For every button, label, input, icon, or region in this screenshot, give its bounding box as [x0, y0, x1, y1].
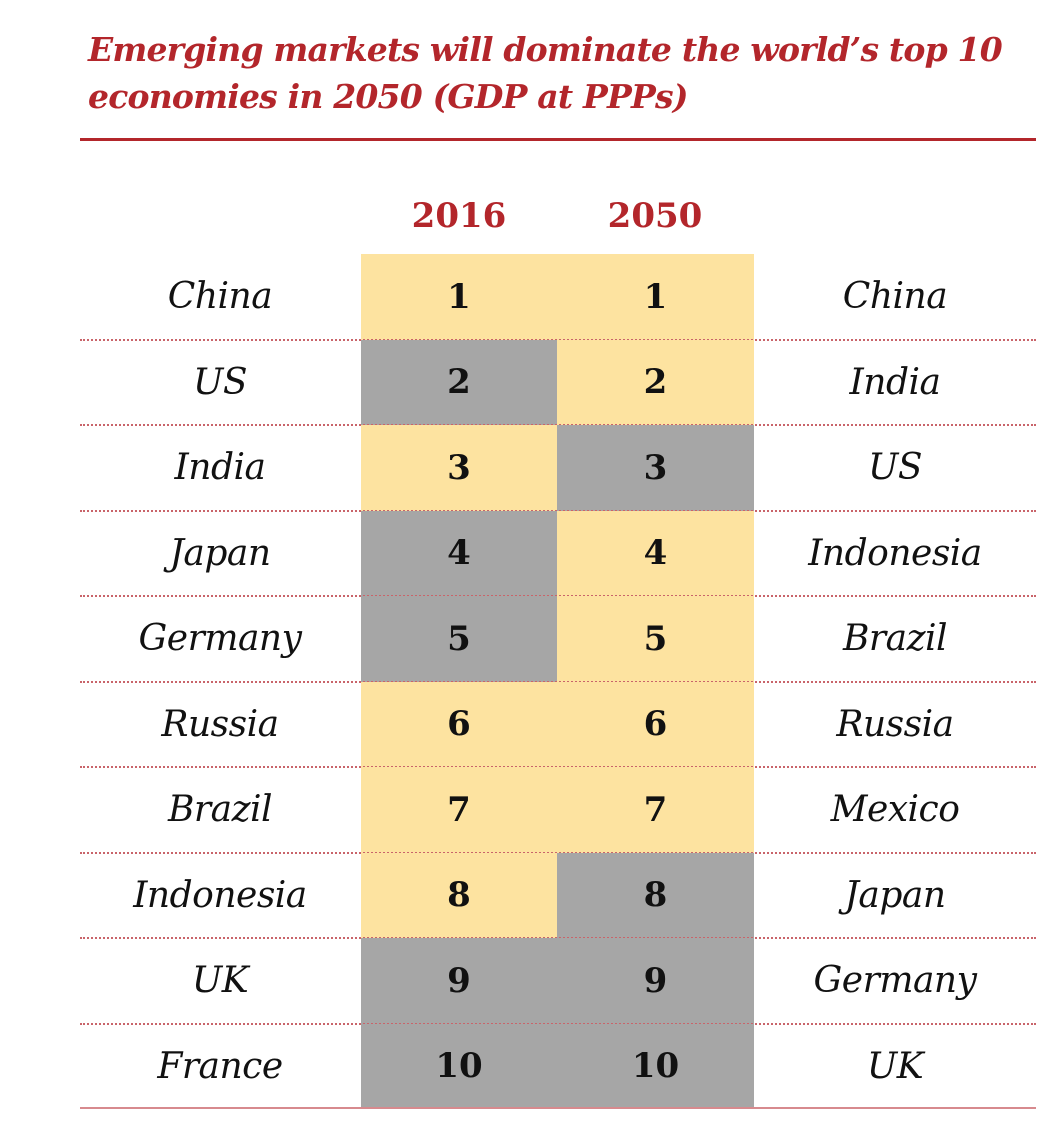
bottom-rule	[80, 1107, 1036, 1109]
rank-2016-cell: 2	[361, 339, 557, 425]
column-header-2016: 2016	[411, 196, 507, 236]
country-2050-label: India	[849, 361, 941, 403]
rank-2016-cell: 10	[361, 1023, 557, 1109]
rank-2016-cell: 8	[361, 852, 557, 938]
rank-2016-cell: 9	[361, 938, 557, 1024]
table-row: Indonesia 8 8 Japan	[80, 852, 1036, 938]
country-2050-label: US	[867, 447, 923, 489]
country-2050-label: Russia	[836, 703, 954, 745]
table-row: France 10 10 UK	[80, 1023, 1036, 1109]
country-2050-label: China	[842, 276, 948, 318]
rank-2016-cell: 5	[361, 596, 557, 682]
rank-2016-cell: 4	[361, 510, 557, 596]
rank-2050-cell: 5	[557, 596, 754, 682]
rank-2050-cell: 10	[557, 1023, 754, 1109]
country-2016-label: UK	[191, 960, 249, 1002]
rank-2050-cell: 9	[557, 938, 754, 1024]
column-header-2050: 2050	[607, 196, 703, 236]
rank-2050-cell: 1	[557, 254, 754, 340]
country-2016-label: India	[174, 447, 266, 489]
country-2016-label: US	[192, 361, 248, 403]
country-2016-label: Germany	[138, 618, 302, 660]
table-row: Germany 5 5 Brazil	[80, 596, 1036, 682]
rank-2050-cell: 2	[557, 339, 754, 425]
title-rule	[80, 138, 1036, 141]
table-row: Japan 4 4 Indonesia	[80, 510, 1036, 596]
rank-2050-cell: 6	[557, 681, 754, 767]
rank-2050-cell: 8	[557, 852, 754, 938]
rank-2050-cell: 4	[557, 510, 754, 596]
country-2016-label: Brazil	[167, 789, 273, 831]
table-row: US 2 2 India	[80, 339, 1036, 425]
table-row: Brazil 7 7 Mexico	[80, 767, 1036, 853]
table-row: UK 9 9 Germany	[80, 938, 1036, 1024]
rank-2016-cell: 7	[361, 767, 557, 853]
country-2016-label: Indonesia	[133, 874, 307, 916]
rank-2016-cell: 6	[361, 681, 557, 767]
table-row: India 3 3 US	[80, 425, 1036, 511]
country-2016-label: Japan	[169, 532, 271, 574]
rank-2016-cell: 3	[361, 425, 557, 511]
chart-title: Emerging markets will dominate the world…	[88, 30, 1003, 116]
country-2050-label: Japan	[844, 874, 946, 916]
rank-2050-cell: 7	[557, 767, 754, 853]
country-2050-label: Indonesia	[808, 532, 982, 574]
country-2050-label: Germany	[813, 960, 977, 1002]
rank-2016-cell: 1	[361, 254, 557, 340]
rank-2050-cell: 3	[557, 425, 754, 511]
country-2016-label: China	[167, 276, 273, 318]
country-2050-label: Mexico	[830, 789, 960, 831]
table-row: China 1 1 China	[80, 254, 1036, 340]
country-2016-label: Russia	[161, 703, 279, 745]
country-2016-label: France	[157, 1045, 283, 1087]
country-2050-label: Brazil	[842, 618, 948, 660]
country-2050-label: UK	[866, 1045, 924, 1087]
table-row: Russia 6 6 Russia	[80, 681, 1036, 767]
